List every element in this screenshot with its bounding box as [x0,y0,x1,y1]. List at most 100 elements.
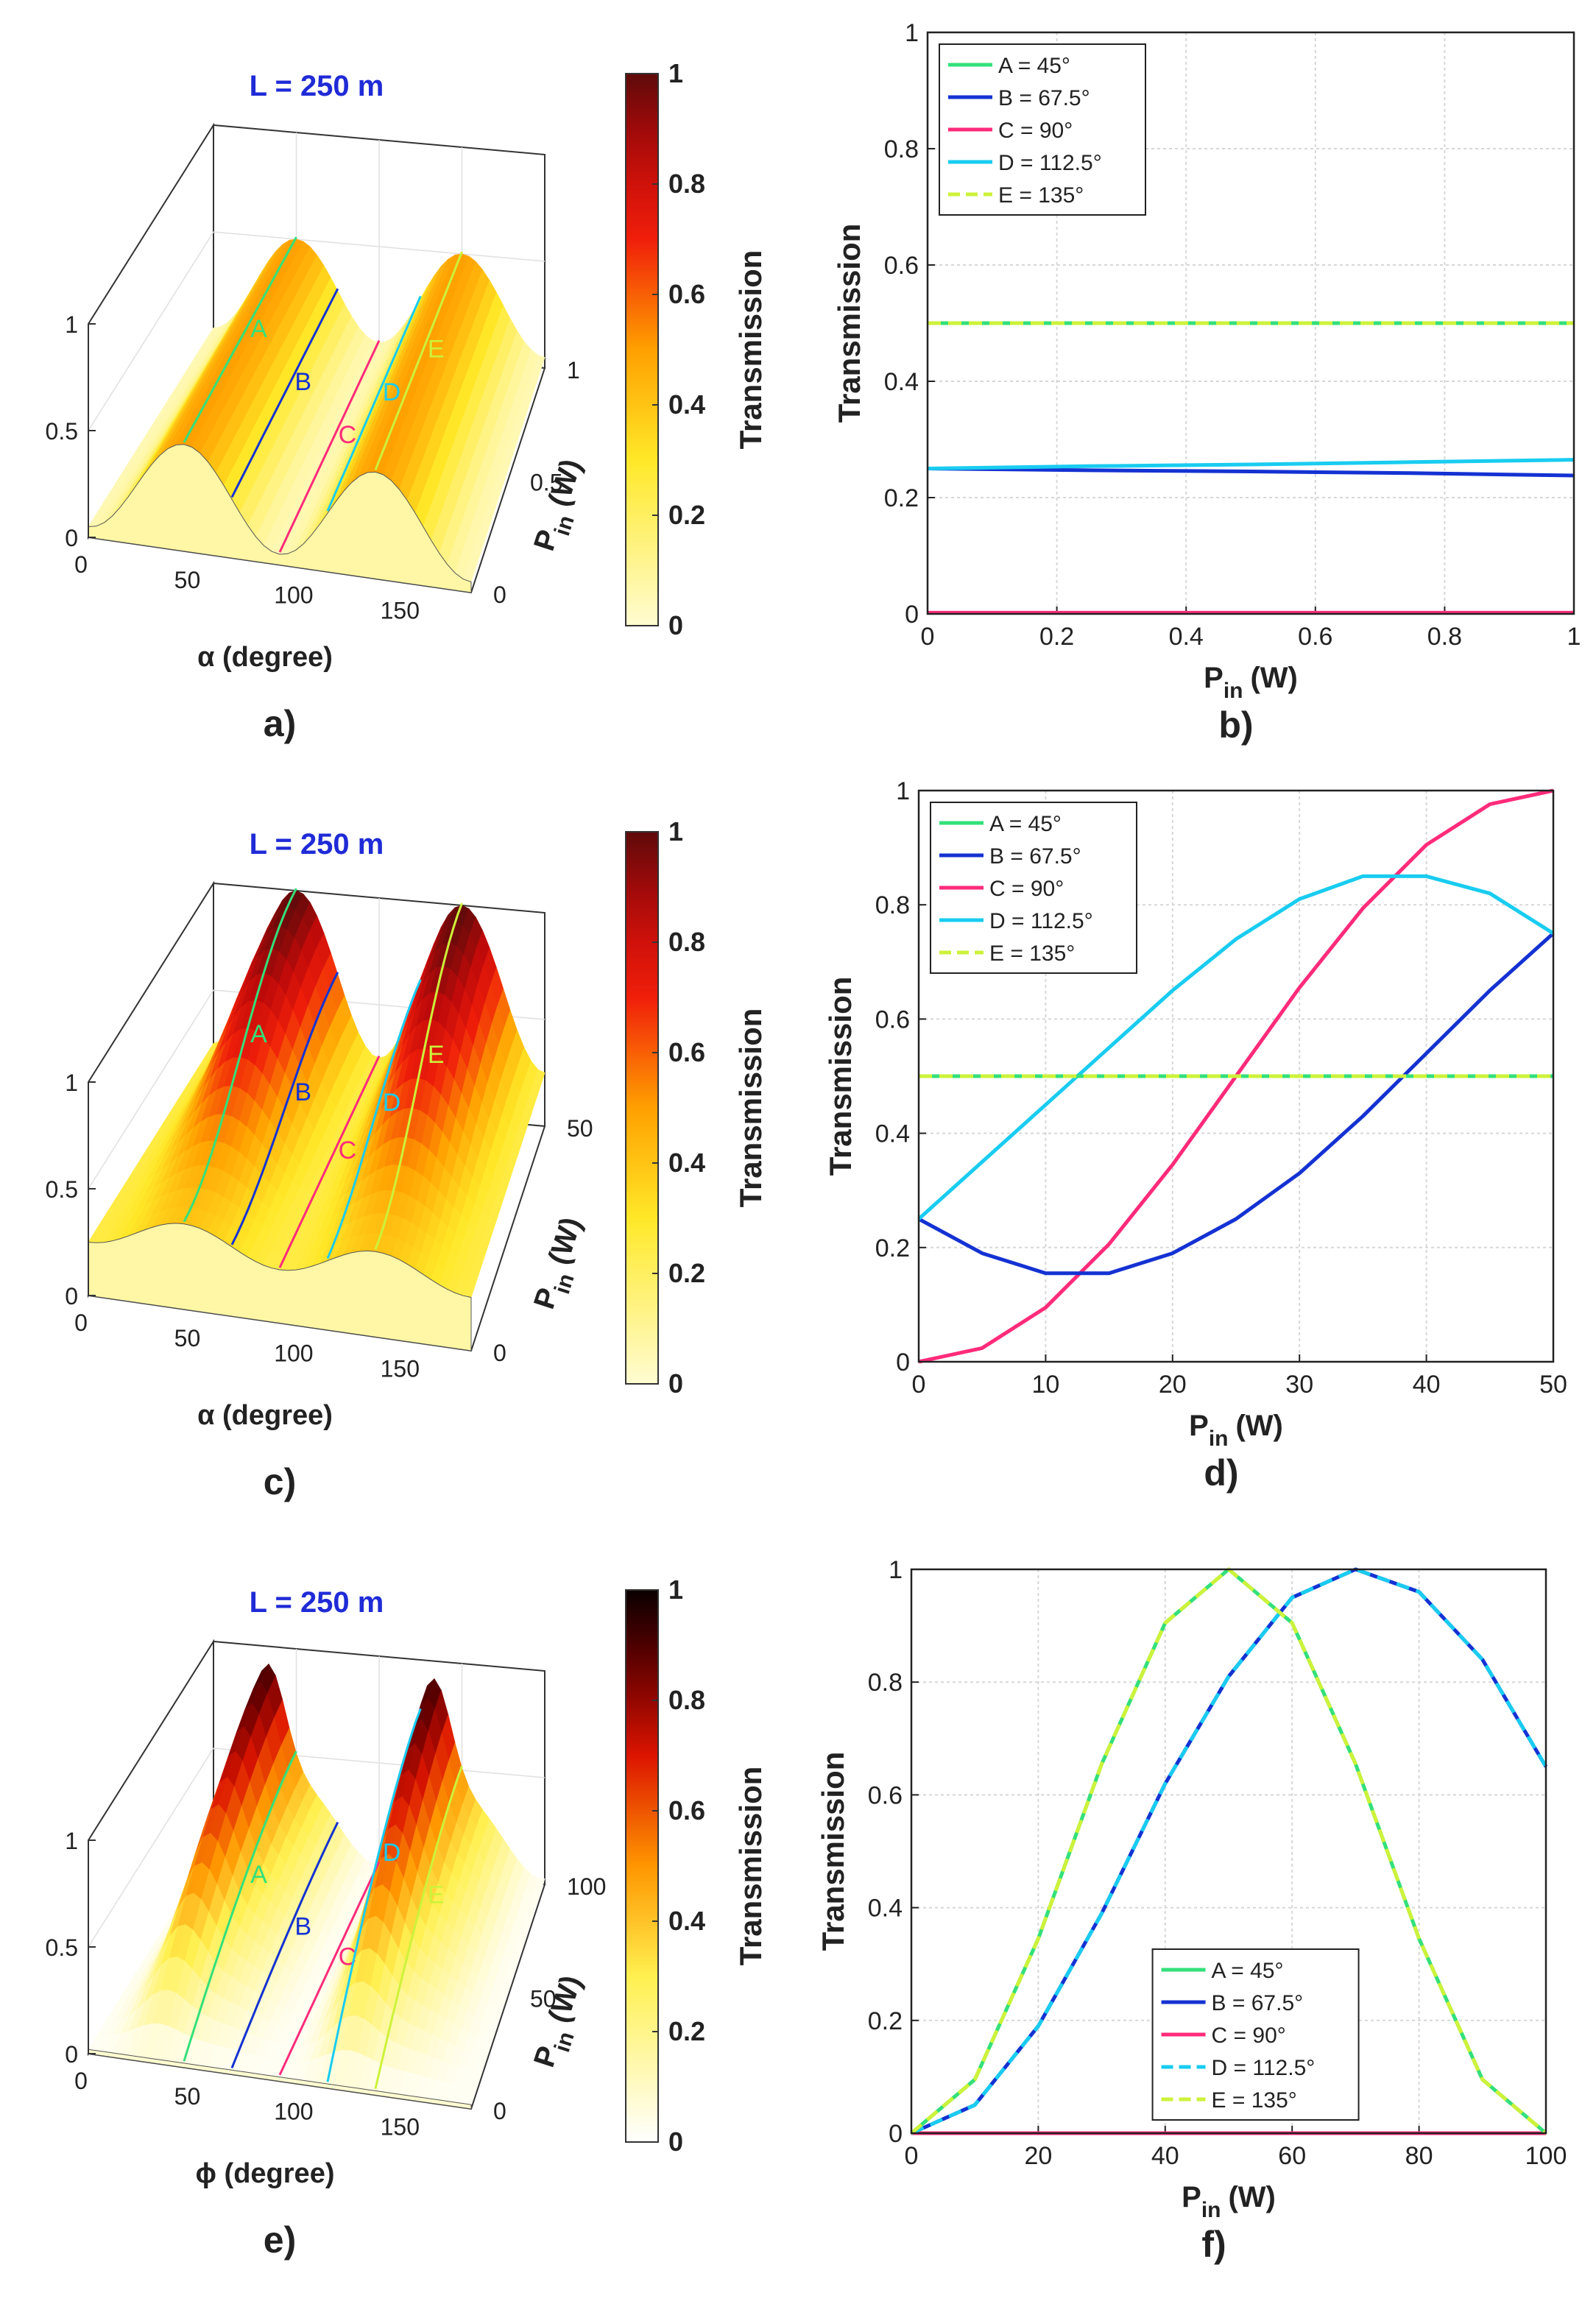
legend-entry: E = 135° [998,183,1084,208]
curve-label: E [428,1881,445,1909]
tick-label-y: 50 [567,1115,593,1142]
colorbar-tick-label: 0 [668,1368,683,1399]
tick-label-x: 0 [905,2142,919,2170]
curve-label: D [383,1839,401,1867]
colorbar-tick-label: 0.8 [668,1685,705,1715]
tick-label-x: 30 [1285,1371,1313,1399]
chart-title: L = 250 m [250,70,384,102]
colorbar-tick-label: 0.4 [668,1906,705,1936]
tick-label-y: 0.8 [884,135,919,163]
curve-c [278,1055,381,1268]
curve-d [326,979,422,1259]
tick-label-y: 1 [905,19,919,47]
axis-label-y: Transmission [832,224,866,423]
colorbar-tick-label: 0.6 [668,279,705,309]
tick-label-x: 0 [74,551,88,578]
curve-a [183,1750,297,2062]
colorbar-bar [625,1589,659,2143]
legend-entry: A = 45° [989,812,1062,836]
wall-grid [88,231,214,431]
curve-label: B [294,368,311,396]
colorbar-tick-label: 0 [668,610,683,640]
colorbar-tick-label: 1 [668,1574,683,1605]
legend-entry: D = 112.5° [998,151,1102,175]
legend-entry: B = 67.5° [998,86,1090,110]
legend-entry: C = 90° [989,877,1064,901]
legend-entry: C = 90° [998,119,1073,143]
tick-label-y: 0.2 [875,1234,910,1262]
tick-label-z: 1 [65,1070,78,1096]
plot-frame [917,789,1555,1363]
tick-label-y: 0 [493,2098,506,2124]
legend: A = 45° B = 67.5° C = 90° D = 112.5° E = 135… [1151,1948,1360,2121]
tick-label-z: 0.5 [46,1176,78,1203]
chart-title: L = 250 m [250,828,384,860]
tick-label-x: 0.4 [1169,623,1204,651]
axis-label-x: α (degree) [197,1400,333,1431]
tick-label-x: 1 [1567,623,1581,651]
curve-e [374,1765,463,2089]
axis-label-unit: (W) [543,1971,588,2026]
tick-label-y: 0.8 [868,1669,903,1697]
surface-front-skirt [88,1223,472,1351]
tick-label-x: 60 [1278,2142,1306,2170]
tick-label-z: 0.5 [46,418,78,445]
axis-label-text: Pin(W) [528,1213,596,1315]
curve-label: B [294,1078,311,1106]
surface-mesh [88,890,545,1351]
axis-label-subscript: in [1201,2198,1221,2222]
tick-label-x: 150 [381,598,420,624]
curve-label: B [294,1912,311,1940]
axis-label-unit: (W) [1250,662,1297,694]
colorbar-tick-label: 0.4 [668,389,705,420]
axis-label-unit: (W) [543,455,588,510]
tick-label-x: 0 [74,2068,88,2094]
curve-b [230,1821,339,2068]
tick-label-y: 100 [567,1873,606,1900]
curve-label: A [250,1861,267,1889]
legend-entry: D = 112.5° [989,909,1093,933]
colorbar-tick-label: 0.6 [668,1795,705,1826]
curve-label: C [339,421,357,449]
tick-label-x: 100 [1525,2142,1567,2170]
tick-label-x: 50 [174,567,201,593]
series-line-b [927,467,1575,478]
axis-label-main: P [1189,1410,1209,1442]
legend-entry: A = 45° [1212,1959,1284,1983]
tick-label-y: 0 [493,1340,506,1366]
curve-c [278,1861,381,2076]
tick-label-y: 0 [896,1349,910,1376]
series-line-d [927,458,1575,470]
tick-label-y: 0.6 [884,252,919,280]
legend-entry: C = 90° [1212,2024,1286,2048]
panel-label: e) [264,2219,296,2261]
colorbar-label: Transmission [733,1008,768,1208]
tick-label-x: 50 [174,1325,201,1351]
tick-label-z: 1 [65,1828,78,1854]
tick-label-x: 50 [174,2083,201,2110]
axis-label-unit: (W) [1235,1410,1282,1442]
colorbar-bar [625,73,659,626]
tick-label-y: 0.6 [875,1005,910,1033]
colorbar-label: Transmission [733,250,768,450]
colorbar-tick-label: 0.8 [668,927,705,957]
line-chart-d: 0 10 20 30 40 50 0 0.2 0.4 0.6 0.8 1 A = 45° B = 67.5… [823,777,1567,1494]
tick-label-y: 50 [530,1986,557,2012]
tick-label-x: 150 [381,1356,420,1382]
tick-label-z: 0 [65,2041,78,2068]
axis-label-y: Transmission [816,1752,850,1951]
panel-label: d) [1204,1452,1238,1494]
tick-label-x: 0 [912,1371,926,1399]
colorbar-tick-label: 0.8 [668,169,705,199]
colorbar-tick-label: 0.2 [668,500,705,530]
tick-label-y: 0.4 [868,1895,903,1923]
tick-label-x: 0.8 [1427,623,1462,651]
legend-entry: E = 135° [989,941,1075,966]
axis-label-subscript: in [1224,679,1243,703]
line-chart-f: 0 20 40 60 80 100 0 0.2 0.4 0.6 0.8 1 A = 45° B = 67.… [816,1556,1567,2265]
colorbar: 0 0.2 0.4 0.6 0.8 1 Transmission [625,816,768,1399]
axis-label-unit: (W) [1228,2181,1275,2213]
